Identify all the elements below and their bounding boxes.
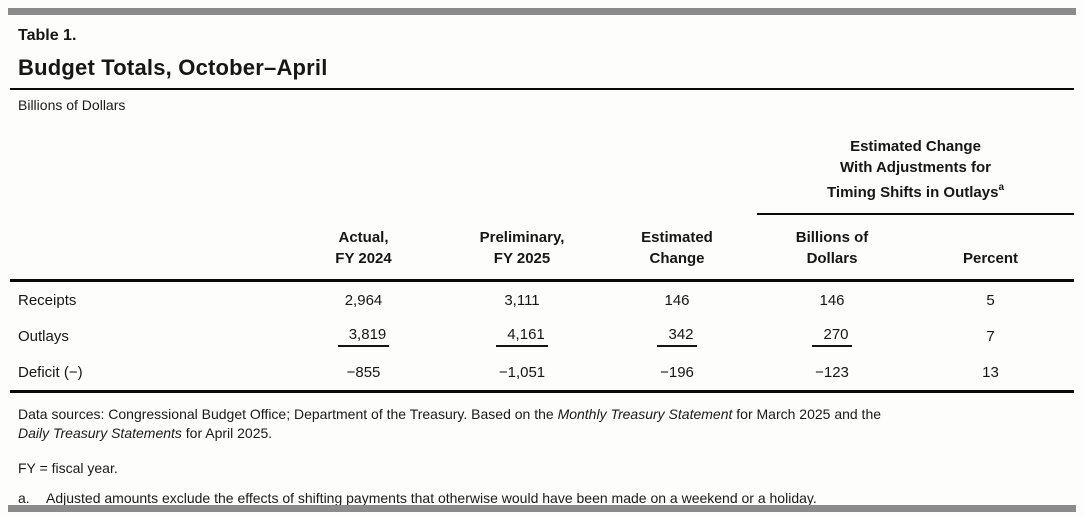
- value-cell: −123: [757, 354, 907, 393]
- note-text: Data sources: Congressional Budget Offic…: [18, 406, 558, 422]
- spanner-line: With Adjustments for: [840, 159, 991, 176]
- column-header-line: Billions of: [795, 229, 869, 246]
- summed-value: 342: [657, 326, 697, 347]
- value-cell: 146: [819, 291, 845, 309]
- column-header: Estimated Change: [597, 214, 757, 282]
- table-notes: Data sources: Congressional Budget Offic…: [18, 405, 1066, 508]
- table-figure: Table 1. Budget Totals, October–April Bi…: [10, 0, 1075, 508]
- spanner-header: Estimated Change With Adjustments for Ti…: [757, 130, 1075, 215]
- column-header-row: Actual, FY 2024 Preliminary, FY 2025 Estimat…: [10, 214, 1075, 282]
- column-header: Actual, FY 2024: [280, 214, 447, 282]
- unit-note: Billions of Dollars: [18, 97, 126, 113]
- column-header-line: Preliminary,: [479, 229, 565, 246]
- value-cell: 4,161: [447, 318, 597, 354]
- column-header-line: Estimated: [641, 229, 713, 246]
- table-row: Outlays 3,819 4,161 342 270 7: [10, 318, 1074, 354]
- title-rule: [10, 88, 1074, 90]
- column-header-line: FY 2025: [493, 250, 551, 267]
- value-cell: 3,111: [504, 291, 540, 309]
- value-cell: 2,964: [344, 291, 383, 309]
- column-header: Percent: [907, 214, 1075, 282]
- note-text: for April 2025.: [181, 425, 273, 441]
- spanner-row: Estimated Change With Adjustments for Ti…: [10, 130, 1075, 215]
- value-cell: 3,819: [280, 318, 447, 354]
- table-row: Receipts 2,964 3,111 146 146 5: [10, 281, 1074, 319]
- column-header-line: Percent: [962, 250, 1019, 267]
- footnote-a-text: Adjusted amounts exclude the effects of …: [46, 490, 817, 506]
- row-label: Deficit (−): [10, 354, 280, 393]
- top-divider-bar: [8, 8, 1076, 15]
- column-header: Preliminary, FY 2025: [447, 214, 597, 282]
- value-cell: 270: [757, 318, 907, 354]
- value-cell: 13: [907, 354, 1075, 393]
- spanner-spacer: [10, 130, 757, 214]
- column-header-line: Change: [649, 250, 705, 267]
- value-cell: −196: [597, 354, 757, 393]
- bottom-divider-bar: [8, 505, 1076, 512]
- footnote-marker-superscript: a: [998, 182, 1004, 193]
- value-cell: −855: [280, 354, 447, 393]
- summed-value: 270: [812, 326, 852, 347]
- fy-definition-note: FY = fiscal year.: [18, 460, 118, 476]
- footnote-a: a. Adjusted amounts exclude the effects …: [18, 489, 1066, 508]
- table-label: Table 1.: [18, 27, 77, 44]
- spanner-line: Estimated Change: [850, 138, 981, 155]
- value-cell: 5: [986, 291, 995, 309]
- summed-value: 4,161: [496, 326, 548, 347]
- row-label: Outlays: [18, 327, 69, 345]
- stub-header: [10, 214, 280, 282]
- column-header-line: FY 2024: [335, 250, 392, 267]
- row-label: Receipts: [18, 291, 77, 309]
- table-row: Deficit (−) −855 −1,051 −196 −123 13: [10, 354, 1075, 393]
- footnote-a-marker: a.: [18, 490, 30, 506]
- data-sources-note: Data sources: Congressional Budget Offic…: [18, 405, 1066, 443]
- summed-value: 3,819: [337, 326, 390, 347]
- note-italic-text: Daily Treasury Statements: [18, 425, 182, 441]
- value-cell: 146: [664, 291, 690, 309]
- column-header-line: Actual,: [338, 229, 389, 246]
- note-text: for March 2025 and the: [732, 406, 882, 422]
- column-header-line: Dollars: [806, 250, 858, 267]
- value-cell: 342: [597, 318, 757, 354]
- table-title: Budget Totals, October–April: [18, 55, 328, 80]
- budget-totals-table: Estimated Change With Adjustments for Ti…: [10, 130, 1075, 393]
- value-cell: −1,051: [447, 354, 597, 393]
- spanner-line: Timing Shifts in Outlays: [827, 184, 999, 201]
- column-header: Billions of Dollars: [757, 214, 907, 282]
- note-italic-text: Monthly Treasury Statement: [557, 406, 733, 422]
- value-cell: 7: [986, 327, 995, 345]
